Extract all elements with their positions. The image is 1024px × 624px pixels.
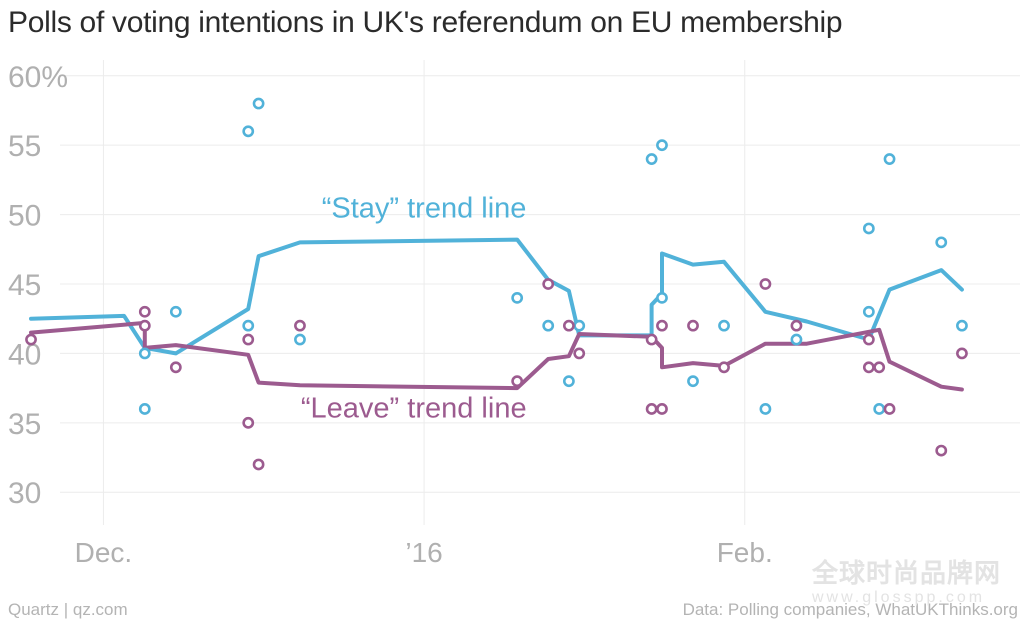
leave-poll-point (956, 347, 968, 360)
leave-poll-point (242, 416, 255, 429)
leave-poll-point (242, 333, 255, 346)
leave-poll-point (169, 361, 182, 374)
stay-poll-point (883, 153, 896, 165)
leave-poll-point (138, 305, 151, 318)
leave-poll-point (656, 319, 668, 332)
stay-poll-point (718, 319, 730, 332)
stay-poll-point (169, 305, 182, 318)
credit-text: Quartz | qz.com (8, 600, 128, 619)
stay-poll-point (956, 319, 968, 332)
stay-poll-point (562, 375, 575, 388)
leave-poll-point (935, 444, 948, 457)
y-tick-label: 50 (8, 200, 41, 233)
leave-poll-point (645, 403, 658, 415)
stay-poll-point (790, 333, 803, 346)
stay-poll-point (242, 125, 255, 138)
y-tick-label: 45 (8, 269, 41, 302)
stay-poll-point (862, 222, 875, 235)
leave-poll-point (790, 319, 803, 332)
leave-annotation: “Leave” trend line (301, 392, 527, 424)
leave-poll-point (862, 361, 875, 374)
stay-annotation: “Stay” trend line (322, 192, 527, 224)
x-tick-label: Dec. (75, 537, 133, 568)
x-tick-label: Feb. (717, 537, 773, 568)
source-text: Data: Polling companies, WhatUKThinks.or… (682, 600, 1018, 619)
leave-poll-point (294, 319, 306, 332)
leave-poll-point (542, 278, 555, 290)
stay-poll-point (573, 319, 586, 332)
leave-poll-point (25, 333, 37, 346)
watermark-chinese: 全球时尚品牌网 (812, 558, 1002, 588)
stay-poll-point (656, 139, 668, 152)
y-tick-label: 55 (8, 130, 41, 163)
stay-poll-point (242, 319, 255, 332)
leave-poll-point (687, 319, 699, 332)
stay-poll-point (294, 333, 306, 346)
leave-poll-point (511, 375, 524, 388)
watermark: 全球时尚品牌网 www.glosspp.com (812, 560, 1001, 606)
stay-poll-point (138, 347, 151, 360)
stay-poll-point (873, 403, 886, 415)
stay-poll-point (511, 291, 524, 304)
leave-poll-point (573, 347, 586, 360)
leave-poll-point (759, 278, 772, 290)
stay-poll-point (542, 319, 555, 332)
leave-poll-point (562, 319, 575, 332)
y-tick-label: 30 (8, 477, 41, 510)
stay-poll-point (645, 153, 658, 165)
y-tick-label: 35 (8, 408, 41, 441)
y-tick-label: 60% (8, 61, 68, 94)
leave-poll-point (862, 333, 875, 346)
stay-poll-point (935, 236, 948, 249)
leave-poll-point (656, 403, 668, 415)
stay-poll-point (252, 97, 265, 110)
chart-title: Polls of voting intentions in UK's refer… (8, 6, 843, 39)
leave-poll-point (718, 361, 730, 374)
watermark-url: www.glosspp.com (812, 589, 986, 606)
stay-trend-line (29, 237, 964, 356)
leave-trend-line (29, 320, 964, 392)
leave-poll-point (252, 458, 265, 471)
stay-poll-point (138, 403, 151, 415)
stay-poll-point (687, 375, 699, 388)
stay-poll-point (759, 403, 772, 415)
leave-poll-point (645, 333, 658, 346)
stay-poll-point (656, 291, 668, 304)
x-tick-label: ’16 (405, 537, 442, 568)
stay-poll-point (862, 305, 875, 318)
leave-poll-point (138, 319, 151, 332)
leave-poll-point (873, 361, 886, 374)
leave-poll-point (883, 403, 896, 415)
y-tick-label: 40 (8, 338, 41, 371)
